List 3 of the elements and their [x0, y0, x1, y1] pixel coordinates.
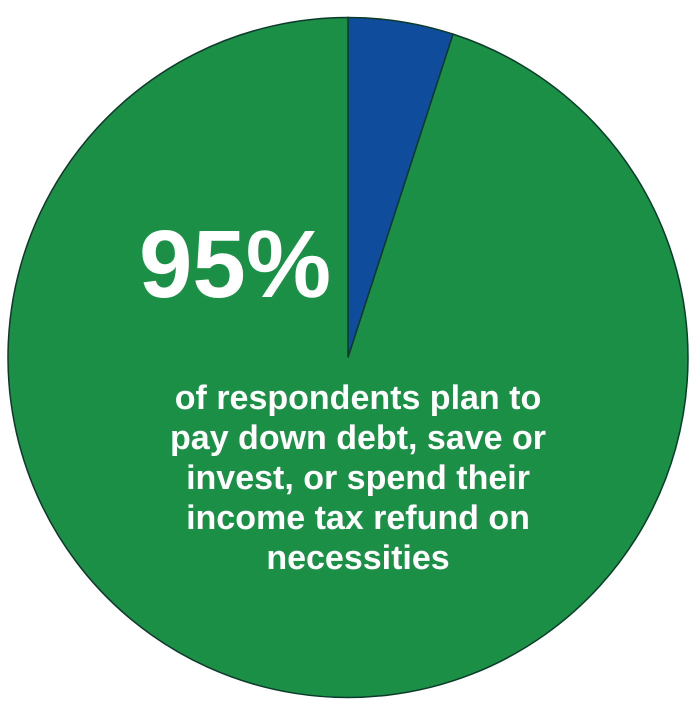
- data-label: 95%: [138, 211, 332, 318]
- pie-slice: [7, 16, 688, 698]
- text: of respondents plan to pay down debt, save or invest, or spend their income tax refund on necessities: [170, 379, 546, 577]
